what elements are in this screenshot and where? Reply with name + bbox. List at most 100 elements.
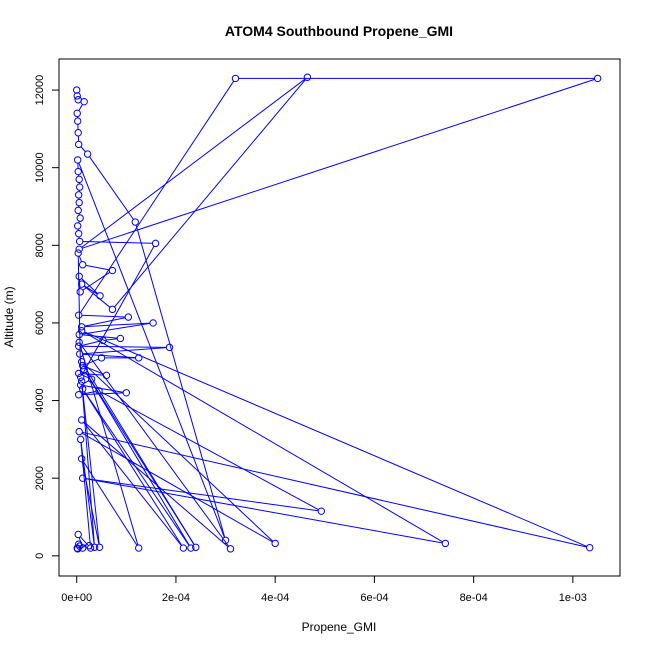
data-point: [85, 542, 93, 550]
series-segment: [85, 478, 319, 512]
series-segment: [81, 345, 167, 348]
series-segment: [84, 322, 150, 328]
x-axis-label: Propene_GMI: [302, 620, 377, 634]
data-point: [74, 369, 83, 378]
series-segment: [77, 256, 82, 375]
y-tick-label: 6000: [34, 311, 46, 335]
data-point: [77, 455, 86, 463]
series-segment: [84, 331, 443, 543]
series-segment: [83, 385, 124, 393]
data-point: [192, 543, 200, 551]
y-tick-label: 4000: [34, 388, 46, 412]
data-point: [95, 543, 104, 551]
data-point: [96, 292, 104, 300]
series-segment: [81, 78, 306, 248]
data-point: [90, 543, 99, 551]
series-segment: [84, 331, 587, 547]
series-segment: [83, 421, 229, 548]
data-point: [74, 129, 82, 137]
data-point: [116, 334, 125, 343]
data-point: [76, 435, 85, 444]
data-point: [75, 330, 83, 339]
data-point: [441, 539, 450, 548]
series-segment: [78, 255, 82, 262]
data-point: [95, 387, 103, 395]
series-segment: [82, 334, 118, 339]
data-point: [76, 288, 84, 296]
series-segment: [89, 156, 134, 220]
series-segment: [80, 80, 235, 313]
data-point: [76, 373, 85, 381]
series-segment: [83, 363, 274, 542]
series-segment: [106, 338, 118, 341]
series-segment: [81, 373, 104, 376]
data-point: [74, 96, 82, 104]
series-segment: [82, 78, 595, 249]
data-point: [74, 167, 82, 176]
data-point: [124, 313, 133, 321]
data-point: [149, 319, 157, 327]
series-segment: [82, 347, 167, 355]
x-tick-label: 2e-04: [162, 592, 190, 604]
series-segment: [82, 461, 138, 546]
series-segment: [83, 391, 183, 546]
series-segment: [101, 391, 319, 511]
data-point: [131, 218, 139, 226]
series-segment: [80, 442, 91, 545]
data-point: [73, 92, 81, 100]
x-tick-label: 1e-03: [559, 592, 587, 604]
data-point: [74, 229, 83, 238]
data-point: [303, 73, 312, 81]
data-point: [77, 280, 86, 288]
series-segment: [84, 317, 126, 327]
data-point: [586, 543, 594, 552]
data-point: [231, 74, 240, 83]
data-point: [75, 245, 83, 253]
series-segment: [84, 285, 98, 295]
data-point: [593, 74, 602, 83]
series-segment: [80, 146, 86, 153]
data-point: [74, 191, 83, 199]
data-point: [75, 272, 83, 281]
chart-title: ATOM4 Southbound Propene_GMI: [225, 23, 453, 39]
data-point: [317, 507, 326, 515]
data-point: [83, 150, 92, 158]
series-segment: [79, 345, 139, 546]
data-point: [74, 249, 82, 257]
data-point: [108, 266, 117, 275]
x-tick-label: 4e-04: [261, 592, 289, 604]
data-point: [108, 305, 117, 314]
series-segment: [78, 162, 225, 538]
data-point: [74, 222, 82, 230]
data-point: [99, 336, 107, 345]
data-point: [97, 354, 106, 362]
series-segment: [85, 372, 190, 546]
data-point: [76, 381, 85, 389]
series-segment: [85, 264, 110, 271]
y-tick-label: 0: [34, 553, 46, 559]
series-segment: [135, 224, 226, 538]
series-segment: [84, 391, 190, 546]
x-tick-label: 8e-04: [460, 592, 488, 604]
data-point: [226, 545, 235, 553]
data-point: [77, 326, 86, 335]
x-tick-label: 6e-04: [360, 592, 388, 604]
series-segment: [81, 314, 126, 318]
x-axis: 0e+00 2e-04 4e-04 6e-04 8e-04 1e-03: [61, 576, 587, 604]
series-segment: [80, 442, 95, 545]
data-point: [74, 156, 82, 164]
data-point: [179, 544, 188, 552]
y-tick-label: 8000: [34, 233, 46, 257]
data-point: [78, 261, 87, 269]
series-segment: [78, 104, 83, 111]
data-point: [221, 536, 230, 544]
data-point: [75, 183, 84, 191]
data-point: [135, 544, 143, 552]
data-point: [74, 117, 82, 125]
series-segment: [114, 79, 306, 308]
series-segment: [81, 432, 273, 543]
data-point: [75, 427, 83, 436]
data-point: [271, 539, 279, 548]
data-point: [74, 342, 83, 350]
